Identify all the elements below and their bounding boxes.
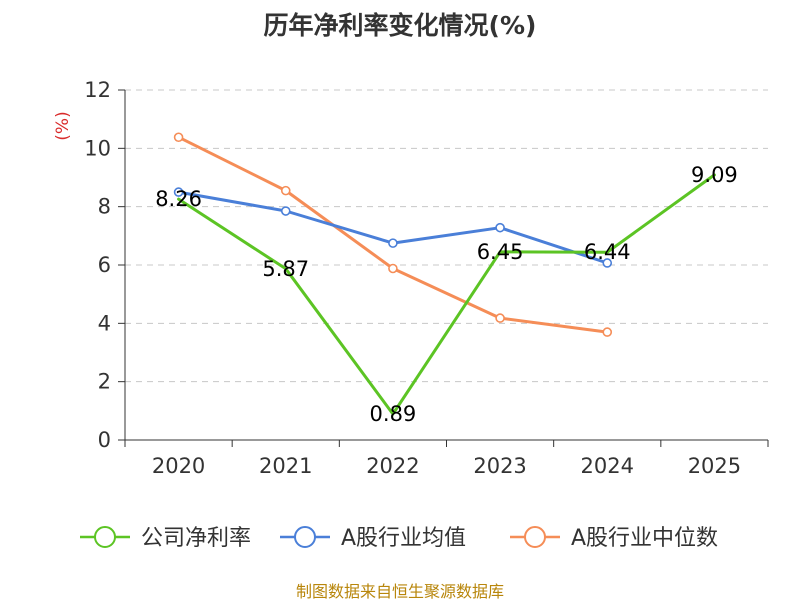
- y-tick-label-8: 8: [98, 195, 111, 219]
- y-tick-label-10: 10: [84, 136, 111, 160]
- series-1-point-2022: [388, 238, 398, 248]
- series-2-point-2022: [388, 263, 398, 274]
- legend-label-0: 公司净利率: [141, 526, 251, 551]
- y-tick-label-12: 12: [84, 78, 111, 102]
- data-source-note: 制图数据来自恒生聚源数据库: [296, 582, 504, 600]
- x-tick-label-2020: 2020: [152, 454, 205, 478]
- y-tick-label-2: 2: [98, 370, 111, 394]
- series-line-0: [177, 173, 716, 416]
- x-tick-label-2022: 2022: [366, 454, 419, 478]
- chart-title: 历年净利率变化情况(%): [264, 11, 537, 40]
- y-tick-label-4: 4: [98, 311, 111, 335]
- series-2-point-2020: [173, 132, 184, 143]
- y-tick-label-6: 6: [98, 253, 111, 277]
- series-2-point-2024: [602, 327, 613, 337]
- legend-label-1: A股行业均值: [341, 526, 466, 551]
- legend-item-1[interactable]: A股行业均值: [280, 526, 466, 551]
- x-tick-label-2023: 2023: [473, 454, 526, 478]
- series-1-point-2020: [173, 187, 184, 197]
- data-label-2021: 5.87: [262, 257, 309, 281]
- data-label-2020: 8.26: [155, 187, 202, 211]
- series-1-point-2023: [495, 222, 505, 233]
- legend-item-2[interactable]: A股行业中位数: [510, 526, 718, 551]
- series-line-2: [177, 135, 609, 334]
- axes: 0 2 4 6 8 10 12 2020 2021 2022 2023 2024 2025: [84, 78, 769, 478]
- grid-lines: [125, 89, 768, 383]
- data-label-2025: 9.09: [691, 163, 738, 187]
- y-axis-unit-label: (%): [53, 111, 73, 140]
- legend-swatch-marker-2: [524, 526, 546, 548]
- x-tick-label-2025: 2025: [688, 454, 741, 478]
- x-tick-label-2024: 2024: [581, 454, 634, 478]
- series-2-point-2021: [280, 185, 291, 196]
- data-label-2022: 0.89: [370, 402, 417, 426]
- series-1-point-2024: [602, 258, 613, 268]
- series-1-point-2021: [280, 206, 291, 216]
- series-group: [173, 132, 716, 416]
- x-tick-label-2021: 2021: [259, 454, 312, 478]
- y-tick-label-0: 0: [98, 428, 111, 452]
- data-labels: 8.26 5.87 0.89 6.45 6.44 9.09: [155, 163, 738, 426]
- legend[interactable]: 公司净利率 A股行业均值 A股行业中位数: [80, 526, 718, 551]
- series-2-point-2023: [495, 313, 505, 323]
- data-label-2023: 6.45: [477, 240, 524, 264]
- legend-item-0[interactable]: 公司净利率: [80, 526, 251, 551]
- legend-label-2: A股行业中位数: [571, 526, 718, 551]
- legend-swatch-marker-0: [94, 526, 116, 548]
- legend-swatch-marker-1: [294, 526, 316, 548]
- data-label-2024: 6.44: [584, 240, 631, 264]
